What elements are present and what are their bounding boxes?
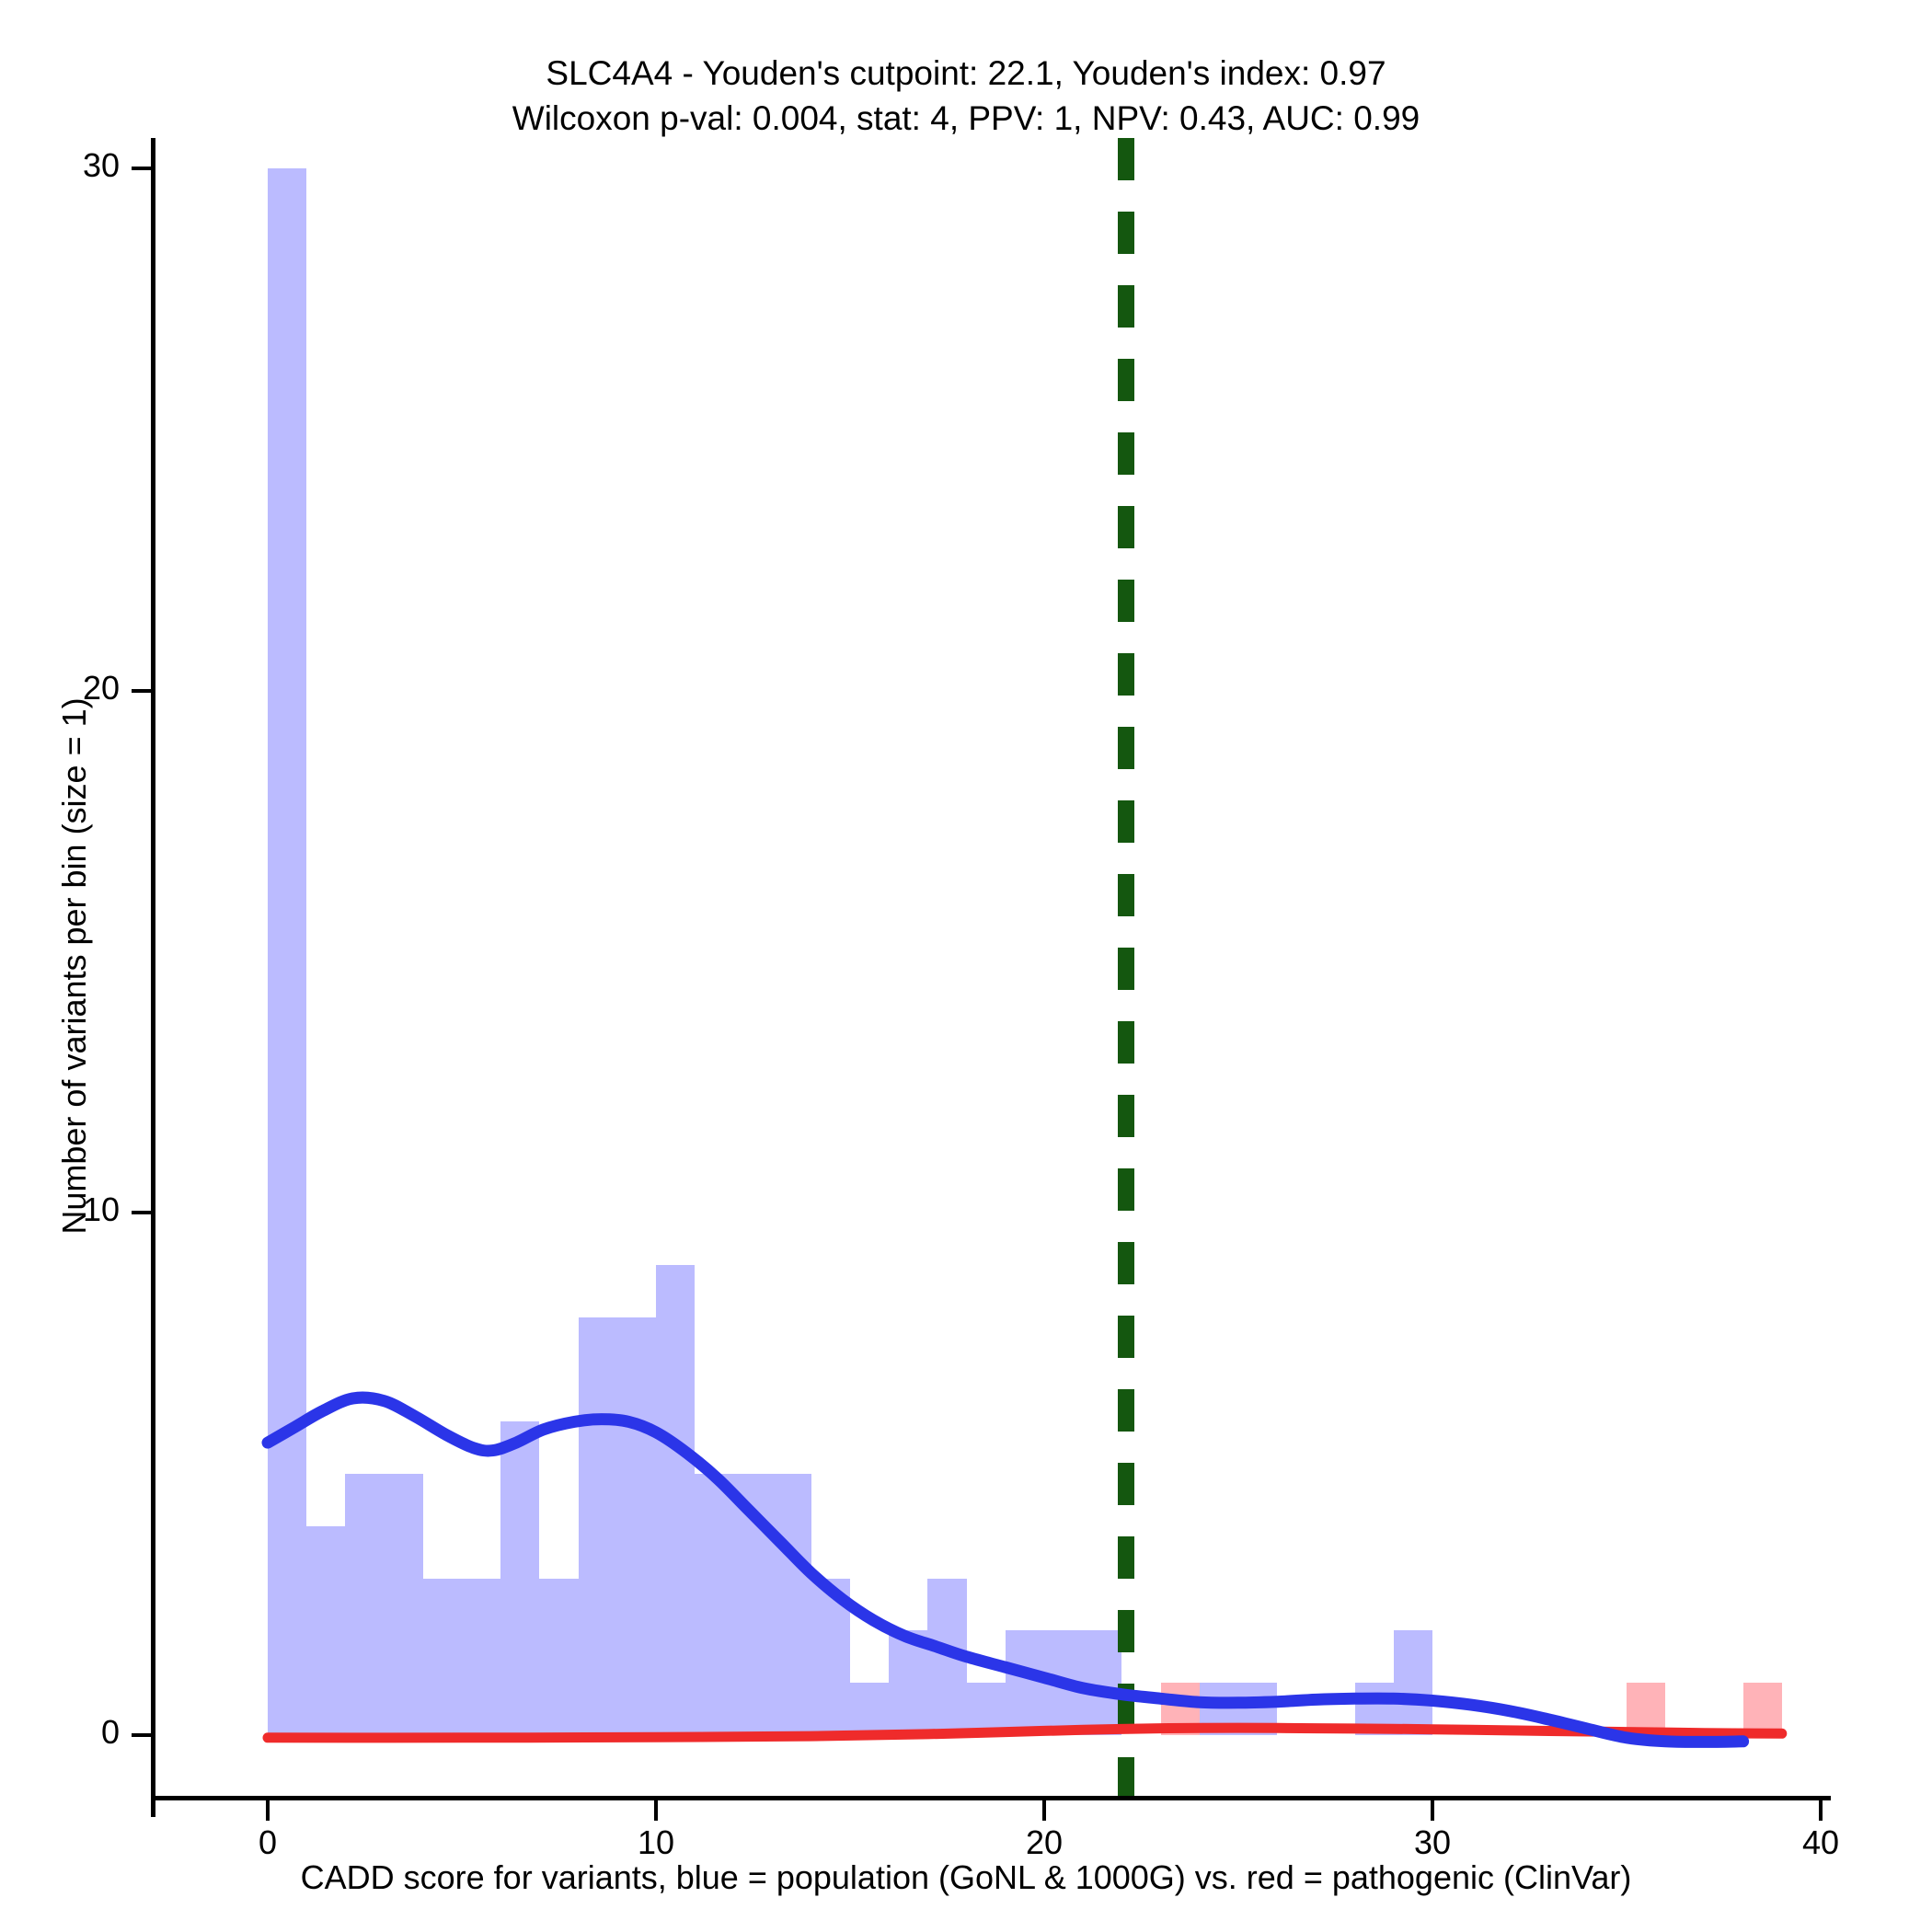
population-bar bbox=[966, 1683, 1006, 1735]
population-bar bbox=[306, 1525, 346, 1735]
x-tick bbox=[1431, 1800, 1434, 1821]
x-tick bbox=[1042, 1800, 1046, 1821]
title-line-1: SLC4A4 - Youden's cutpoint: 22.1, Youden… bbox=[546, 54, 1386, 92]
y-axis-line bbox=[151, 138, 155, 1817]
population-bar bbox=[695, 1474, 734, 1735]
y-tick-label: 10 bbox=[82, 1190, 120, 1229]
population-bar bbox=[656, 1265, 696, 1735]
population-bar bbox=[1393, 1630, 1432, 1735]
x-tick-label: 30 bbox=[1413, 1823, 1452, 1861]
pathogenic-bar bbox=[1742, 1683, 1782, 1735]
x-tick-label: 0 bbox=[258, 1823, 278, 1861]
population-bar bbox=[1199, 1683, 1238, 1735]
pathogenic-bar bbox=[1160, 1683, 1200, 1735]
population-bar bbox=[616, 1317, 656, 1735]
y-tick bbox=[132, 1211, 152, 1215]
title-line-2: Wilcoxon p-val: 0.004, stat: 4, PPV: 1, … bbox=[512, 99, 1420, 137]
y-tick-label: 0 bbox=[100, 1713, 120, 1751]
population-bar bbox=[462, 1578, 501, 1735]
population-bar bbox=[1083, 1630, 1122, 1735]
population-bar bbox=[927, 1578, 967, 1735]
population-bar bbox=[1005, 1630, 1044, 1735]
population-bar bbox=[500, 1421, 540, 1735]
y-tick-label: 20 bbox=[82, 668, 120, 707]
x-tick bbox=[266, 1800, 270, 1821]
chart-title: SLC4A4 - Youden's cutpoint: 22.1, Youden… bbox=[0, 51, 1932, 141]
x-tick-label: 10 bbox=[637, 1823, 675, 1861]
population-bar bbox=[578, 1317, 617, 1735]
population-bar bbox=[422, 1578, 462, 1735]
population-bar bbox=[1238, 1683, 1278, 1735]
population-bar bbox=[539, 1578, 579, 1735]
x-tick bbox=[654, 1800, 658, 1821]
y-tick-label: 30 bbox=[82, 146, 120, 184]
y-tick bbox=[132, 167, 152, 170]
population-bar bbox=[850, 1683, 890, 1735]
population-bar bbox=[889, 1630, 928, 1735]
pathogenic-bar bbox=[1627, 1683, 1666, 1735]
x-tick-label: 20 bbox=[1025, 1823, 1064, 1861]
y-tick bbox=[132, 1733, 152, 1737]
population-bar bbox=[384, 1474, 423, 1735]
population-bar bbox=[345, 1474, 385, 1735]
x-axis-line bbox=[151, 1796, 1831, 1800]
population-bar bbox=[1044, 1630, 1084, 1735]
population-bar bbox=[733, 1474, 773, 1735]
population-bar bbox=[772, 1474, 811, 1735]
x-axis-label: CADD score for variants, blue = populati… bbox=[300, 1858, 1632, 1896]
y-tick bbox=[132, 688, 152, 693]
cutpoint-line bbox=[1117, 138, 1134, 1817]
population-bar bbox=[1354, 1683, 1394, 1735]
x-tick bbox=[1819, 1800, 1823, 1821]
population-bar bbox=[811, 1578, 850, 1735]
population-bar bbox=[268, 168, 307, 1735]
x-tick-label: 40 bbox=[1801, 1823, 1840, 1861]
